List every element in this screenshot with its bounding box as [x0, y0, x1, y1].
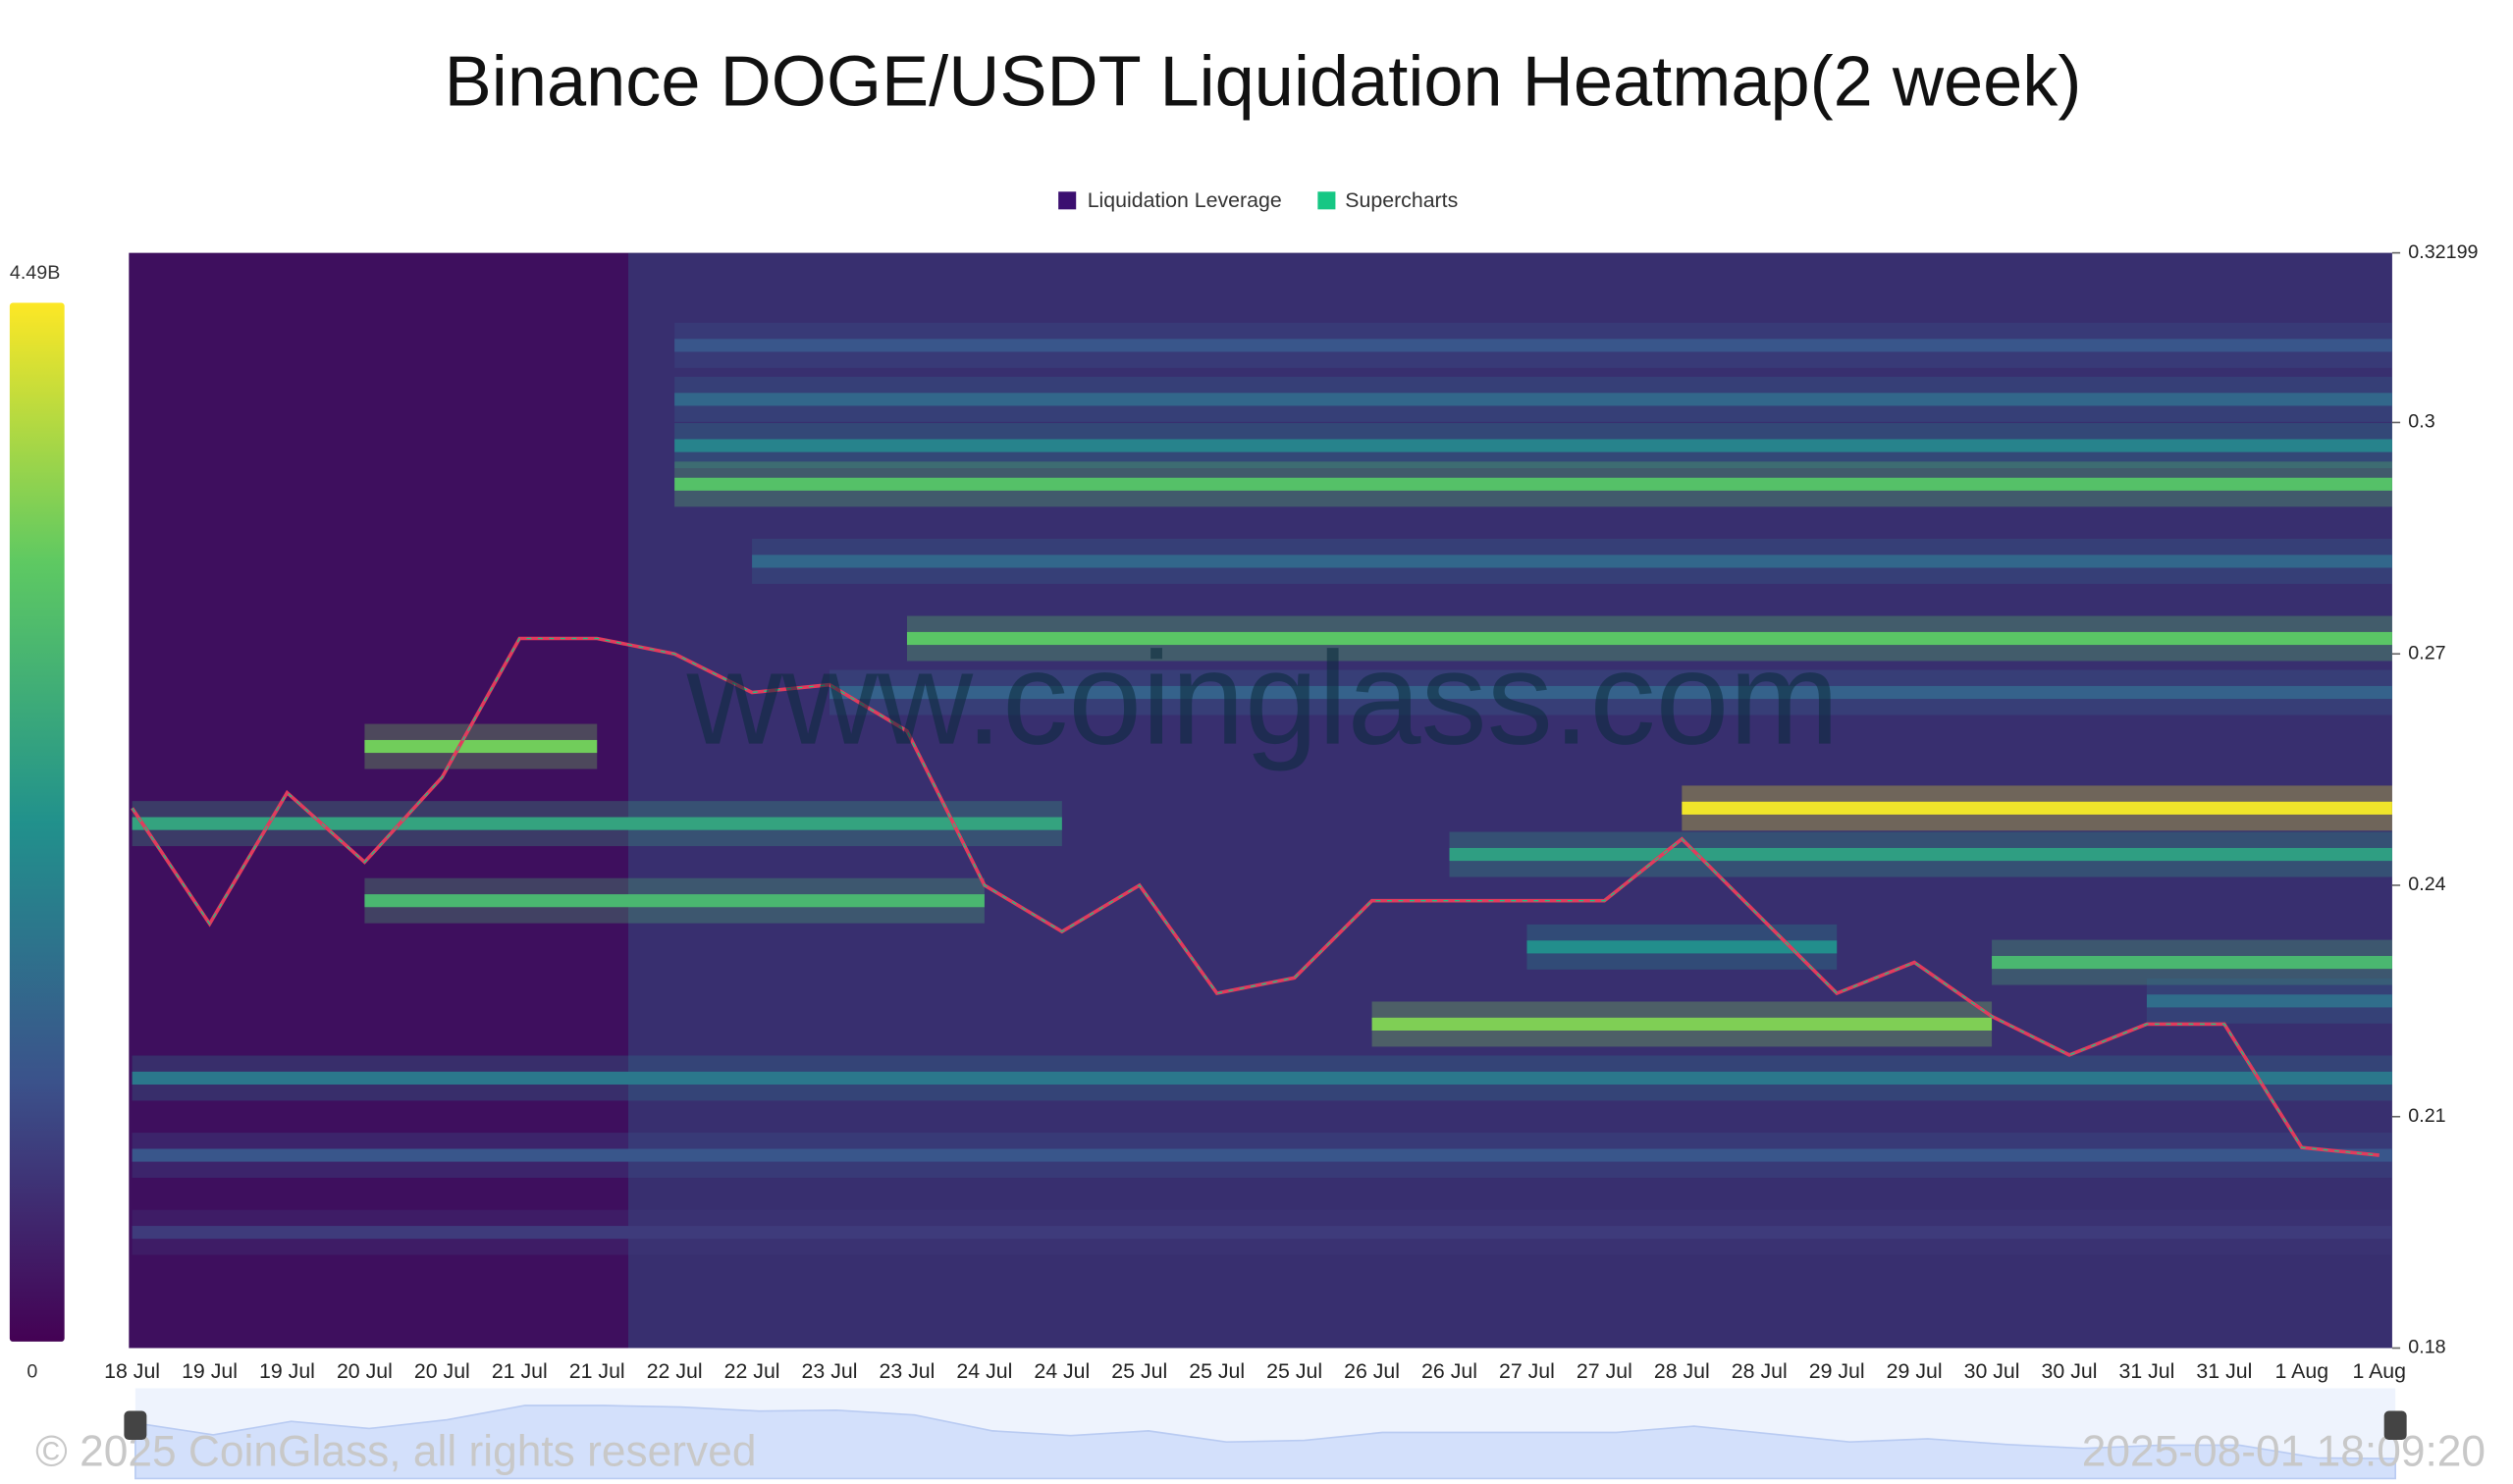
level-band — [752, 555, 2392, 568]
x-tick-label: 24 Jul — [1034, 1359, 1090, 1383]
y-tick-label: 0.21 — [2408, 1105, 2445, 1127]
x-tick-label: 29 Jul — [1809, 1359, 1865, 1383]
level-band — [1449, 847, 2392, 862]
watermark: www.coinglass.com — [686, 624, 1840, 772]
x-tick-label: 27 Jul — [1577, 1359, 1632, 1383]
x-tick-label: 25 Jul — [1266, 1359, 1322, 1383]
legend-label[interactable]: Supercharts — [1345, 188, 1458, 212]
colorbar-max-label: 4.49B — [10, 262, 60, 284]
level-band — [132, 1071, 2392, 1086]
navigator-handle[interactable] — [124, 1410, 147, 1441]
level-band — [1371, 1017, 1993, 1031]
level-band — [674, 477, 2392, 491]
heatmap-haze — [628, 252, 2392, 1349]
x-tick-label: 19 Jul — [182, 1359, 238, 1383]
x-tick-label: 19 Jul — [259, 1359, 315, 1383]
x-tick-label: 27 Jul — [1499, 1359, 1555, 1383]
x-tick-label: 26 Jul — [1421, 1359, 1477, 1383]
level-band — [1682, 801, 2392, 815]
navigator-handle[interactable] — [2383, 1410, 2407, 1441]
navigator-area — [134, 1404, 2396, 1480]
chart-title: Binance DOGE/USDT Liquidation Heatmap(2 … — [445, 43, 2082, 122]
x-tick-label: 21 Jul — [492, 1359, 548, 1383]
level-band — [132, 1226, 2392, 1240]
level-band — [132, 1148, 2392, 1162]
copyright: © 2025 CoinGlass, all rights reserved — [35, 1428, 756, 1476]
y-tick-label: 0.32199 — [2408, 241, 2478, 263]
legend-swatch[interactable] — [1317, 191, 1336, 210]
legend-label[interactable]: Liquidation Leverage — [1088, 188, 1282, 212]
level-band — [2146, 994, 2392, 1008]
level-band — [674, 439, 2392, 452]
y-tick-label: 0.18 — [2408, 1337, 2445, 1358]
x-tick-label: 20 Jul — [337, 1359, 393, 1383]
x-tick-label: 25 Jul — [1111, 1359, 1167, 1383]
x-tick-label: 22 Jul — [724, 1359, 780, 1383]
price-line-overlay — [132, 637, 2379, 1156]
level-band — [1526, 940, 1838, 954]
level-band — [132, 817, 1062, 830]
x-tick-label: 30 Jul — [1964, 1359, 2020, 1383]
x-tick-label: 28 Jul — [1732, 1359, 1788, 1383]
level-band — [829, 685, 2392, 700]
x-tick-label: 29 Jul — [1887, 1359, 1943, 1383]
level-band — [674, 393, 2392, 406]
colorbar-min-label: 0 — [27, 1360, 37, 1382]
x-tick-label: 20 Jul — [414, 1359, 470, 1383]
legend-swatch[interactable] — [1058, 191, 1077, 210]
timestamp: 2025-08-01 18:09:20 — [2082, 1428, 2486, 1476]
y-tick-label: 0.24 — [2408, 874, 2445, 895]
level-band — [364, 739, 598, 754]
heatmap-background — [129, 252, 2392, 1349]
x-tick-label: 24 Jul — [956, 1359, 1012, 1383]
x-tick-label: 1 Aug — [2352, 1359, 2406, 1383]
colorbar — [9, 302, 65, 1342]
y-tick-label: 0.3 — [2408, 411, 2434, 433]
x-tick-label: 28 Jul — [1654, 1359, 1710, 1383]
x-tick-label: 18 Jul — [104, 1359, 160, 1383]
level-band — [674, 339, 2392, 352]
x-tick-label: 23 Jul — [802, 1359, 858, 1383]
x-tick-label: 23 Jul — [880, 1359, 936, 1383]
x-tick-label: 26 Jul — [1344, 1359, 1400, 1383]
x-tick-label: 1 Aug — [2275, 1359, 2329, 1383]
level-band — [1992, 955, 2392, 970]
y-tick-label: 0.27 — [2408, 642, 2445, 663]
x-tick-label: 31 Jul — [2196, 1359, 2252, 1383]
level-band — [906, 631, 2392, 646]
x-tick-label: 25 Jul — [1189, 1359, 1245, 1383]
x-tick-label: 22 Jul — [647, 1359, 703, 1383]
x-tick-label: 31 Jul — [2118, 1359, 2174, 1383]
x-tick-label: 30 Jul — [2042, 1359, 2098, 1383]
x-tick-label: 21 Jul — [569, 1359, 625, 1383]
level-band — [364, 894, 985, 908]
